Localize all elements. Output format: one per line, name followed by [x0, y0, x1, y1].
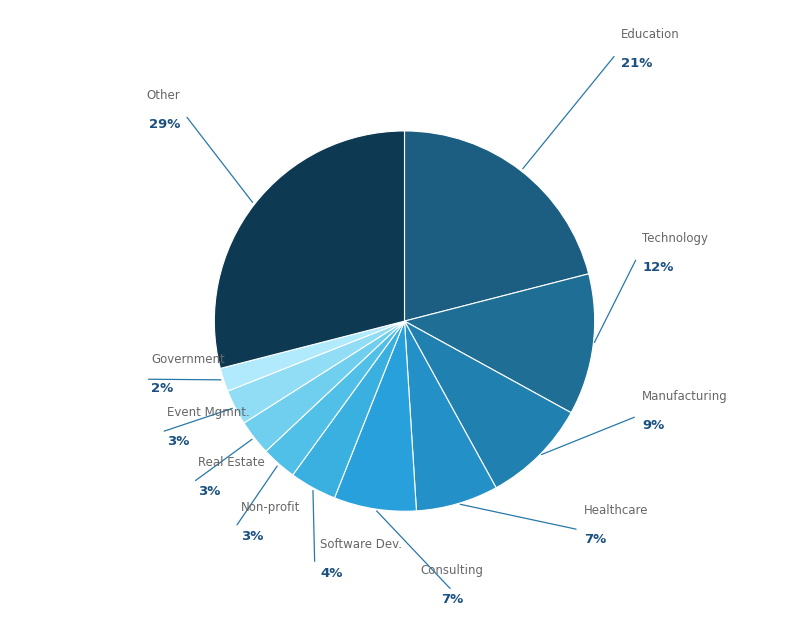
Wedge shape: [227, 321, 404, 423]
Text: 21%: 21%: [621, 57, 652, 70]
Text: Government: Government: [151, 353, 225, 366]
Wedge shape: [214, 131, 404, 369]
Text: Healthcare: Healthcare: [584, 504, 649, 516]
Text: Non-profit: Non-profit: [241, 501, 300, 514]
Text: 12%: 12%: [642, 260, 674, 274]
Text: Other: Other: [146, 89, 180, 102]
Text: 7%: 7%: [584, 533, 607, 545]
Text: Technology: Technology: [642, 231, 708, 245]
Text: 7%: 7%: [441, 593, 464, 606]
Wedge shape: [404, 321, 496, 511]
Text: Real Estate: Real Estate: [198, 456, 265, 469]
Text: Software Dev.: Software Dev.: [320, 538, 402, 551]
Wedge shape: [244, 321, 404, 451]
Wedge shape: [404, 321, 571, 487]
Text: Consulting: Consulting: [421, 564, 484, 577]
Wedge shape: [220, 321, 404, 391]
Wedge shape: [293, 321, 404, 498]
Text: 3%: 3%: [241, 530, 263, 543]
Wedge shape: [334, 321, 417, 511]
Text: 4%: 4%: [320, 567, 342, 580]
Text: Manufacturing: Manufacturing: [642, 390, 728, 403]
Text: 3%: 3%: [167, 435, 189, 448]
Text: Education: Education: [621, 28, 680, 41]
Wedge shape: [404, 274, 595, 413]
Wedge shape: [404, 131, 589, 321]
Text: 29%: 29%: [149, 118, 180, 131]
Text: 9%: 9%: [642, 419, 664, 432]
Text: 2%: 2%: [151, 382, 173, 395]
Text: 3%: 3%: [198, 485, 221, 498]
Text: Event Mgmnt.: Event Mgmnt.: [167, 406, 249, 419]
Wedge shape: [266, 321, 404, 475]
